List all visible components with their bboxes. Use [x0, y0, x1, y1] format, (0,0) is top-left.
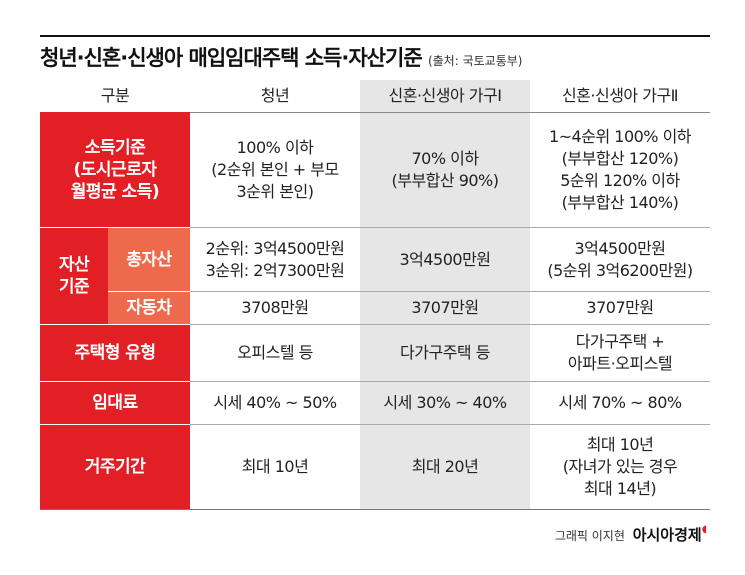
cell-line: 최대 10년: [586, 435, 654, 454]
cell: 3707만원: [360, 292, 530, 325]
cell-line: 최대 20년: [411, 457, 479, 476]
row-label: 거주기간: [40, 425, 190, 510]
cell-line: 주택형 유형: [74, 343, 156, 363]
cell-line: 임대료: [92, 393, 138, 413]
group-label: 자산 기준: [40, 228, 108, 325]
cell: 최대 20년: [360, 425, 530, 510]
cell-line: 시세 30% ~ 40%: [383, 393, 507, 412]
cell-line: 다가구주택 +: [575, 332, 665, 351]
cell-line: 시세 70% ~ 80%: [558, 393, 682, 412]
bottom-rule: [40, 509, 710, 510]
cell-line: 3순위 본인): [236, 181, 314, 201]
credit-brand: 아시아경제: [632, 526, 702, 544]
column-header: 청년: [260, 86, 290, 105]
source: (출처: 국토교통부): [427, 54, 523, 68]
cell: 2순위: 3억4500만원 3순위: 2억7300만원: [190, 228, 360, 292]
row-label: 총자산: [108, 228, 190, 292]
cell-line: 아파트·오피스텔: [567, 354, 673, 373]
credit: 그래픽 이지현 아시아경제◖: [554, 524, 707, 544]
cell-line: (도시근로자: [73, 159, 157, 180]
cell-line: 자동차: [126, 298, 172, 318]
cell-line: (자녀가 있는 경우: [562, 457, 678, 476]
cell-line: 다가구주택 등: [400, 343, 490, 362]
cell-line: (부부합산 140%): [561, 192, 679, 212]
column-shade: [360, 80, 530, 510]
cell: 70% 이하 (부부합산 90%): [360, 112, 530, 228]
cell-line: 3707만원: [586, 298, 654, 317]
cell-line: 오피스텔 등: [237, 343, 313, 362]
cell: 3708만원: [190, 292, 360, 325]
cell-line: 3708만원: [241, 298, 309, 317]
cell: 1~4순위 100% 이하 (부부합산 120%) 5순위 120% 이하 (부부합산…: [530, 112, 710, 228]
cell: 3707만원: [530, 292, 710, 325]
row-label: 자동차: [108, 292, 190, 325]
cell-line: 시세 40% ~ 50%: [213, 393, 337, 412]
cell: 최대 10년: [190, 425, 360, 510]
column-header: 구분: [100, 86, 130, 105]
header-rule: [40, 112, 710, 113]
cell-line: 2순위: 3억4500만원: [205, 238, 345, 258]
cell-line: 100% 이하: [236, 137, 314, 157]
column-header: 신혼·신생아 가구Ⅱ: [561, 86, 679, 105]
row-label: 소득기준 (도시근로자 월평균 소득): [40, 112, 190, 228]
cell-line: 3순위: 2억7300만원: [205, 260, 345, 280]
cell: 시세 30% ~ 40%: [360, 382, 530, 425]
cell-line: (5순위 3억6200만원): [547, 260, 693, 280]
cell-line: (부부합산 90%): [391, 170, 499, 190]
cell: 3억4500만원: [360, 228, 530, 292]
row-label: 임대료: [40, 382, 190, 425]
cell-line: 최대 10년: [241, 457, 309, 476]
cell-line: 3억4500만원: [574, 238, 666, 258]
cell: 다가구주택 + 아파트·오피스텔: [530, 325, 710, 382]
cell: 시세 40% ~ 50%: [190, 382, 360, 425]
cell-line: 최대 14년): [583, 479, 657, 498]
cell: 100% 이하 (2순위 본인 + 부모 3순위 본인): [190, 112, 360, 228]
cell-line: 70% 이하: [411, 148, 479, 168]
cell-line: 월평균 소득): [70, 181, 160, 202]
column-header: 신혼·신생아 가구Ⅰ: [388, 86, 502, 105]
cell-line: 3억4500만원: [399, 249, 491, 269]
cell-line: (부부합산 120%): [561, 148, 679, 168]
cell-line: 자산: [58, 255, 90, 275]
cell-line: 거주기간: [84, 457, 146, 477]
cell-line: (2순위 본인 + 부모: [211, 159, 339, 179]
top-rule: [40, 35, 710, 37]
credit-author: 그래픽 이지현: [554, 529, 625, 543]
cell: 시세 70% ~ 80%: [530, 382, 710, 425]
title: 청년·신혼·신생아 매입임대주택 소득·자산기준: [40, 46, 423, 70]
cell-line: 1~4순위 100% 이하: [548, 126, 692, 146]
cell-line: 5순위 120% 이하: [560, 170, 680, 190]
cell-line: 기준: [58, 277, 90, 297]
cell-line: 총자산: [126, 249, 172, 270]
cell: 다가구주택 등: [360, 325, 530, 382]
cell: 오피스텔 등: [190, 325, 360, 382]
cell: 3억4500만원 (5순위 3억6200만원): [530, 228, 710, 292]
row-label: 주택형 유형: [40, 325, 190, 382]
cell-line: 3707만원: [411, 298, 479, 317]
cell-line: 소득기준: [84, 137, 146, 158]
